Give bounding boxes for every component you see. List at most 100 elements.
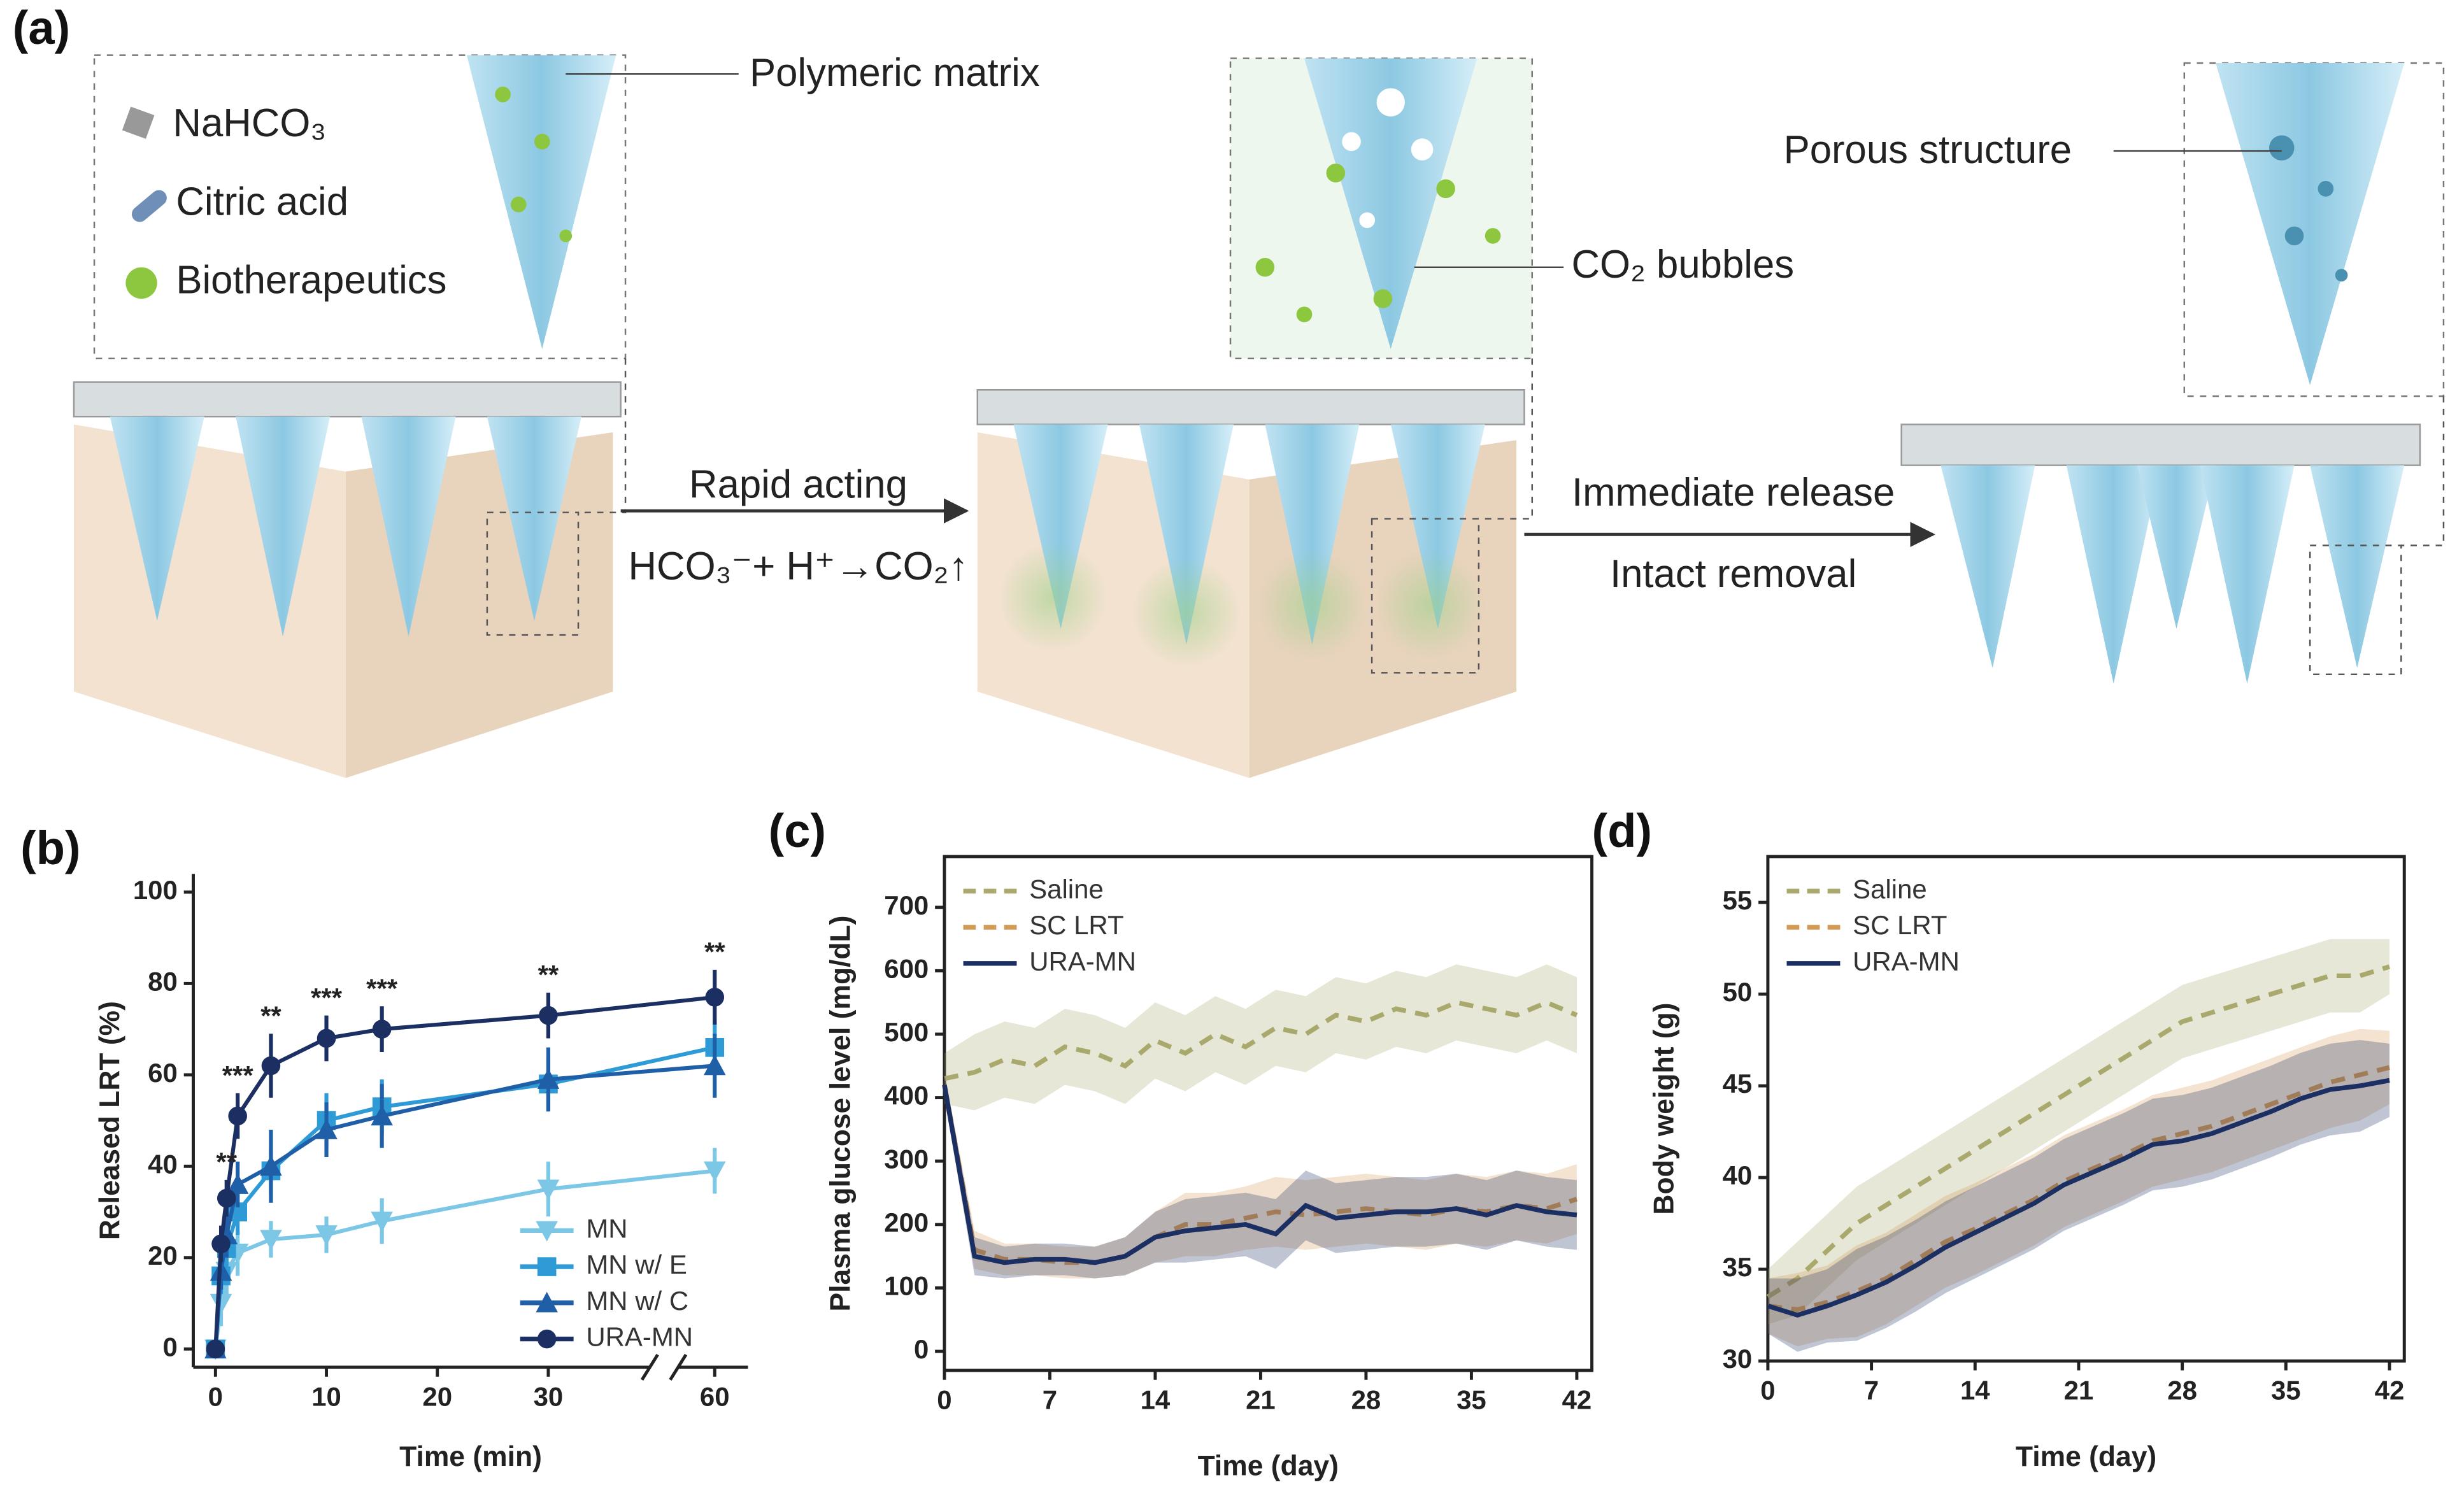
y-tick-label: 500 <box>884 1017 929 1047</box>
label: Immediate release <box>1572 471 1895 515</box>
x-tick-label: 14 <box>1141 1384 1171 1414</box>
point <box>703 1161 726 1182</box>
point <box>210 1293 232 1314</box>
legend-label: MN w/ C <box>586 1286 688 1316</box>
point <box>372 1020 392 1039</box>
legend-label: URA-MN <box>1853 946 1960 976</box>
significance: ** <box>538 960 559 990</box>
legend-label: SC LRT <box>1029 910 1123 940</box>
x-tick-label: 0 <box>937 1384 951 1414</box>
x-axis-title: Time (day) <box>2016 1441 2156 1472</box>
point <box>228 1106 247 1126</box>
legend-label: Saline <box>1029 874 1104 904</box>
label: Porous structure <box>1784 128 2072 172</box>
y-tick-label: 45 <box>1723 1069 1753 1099</box>
x-tick-label: 14 <box>1960 1376 1990 1405</box>
x-tick-label: 60 <box>700 1381 730 1411</box>
point <box>260 1230 282 1251</box>
legend-marker <box>536 1221 558 1242</box>
series-line <box>942 1085 1577 1265</box>
panel-label: (d) <box>1592 804 1653 857</box>
series-line <box>1767 1065 2390 1312</box>
point <box>315 1225 338 1246</box>
y-tick-label: 60 <box>148 1058 178 1088</box>
panel-label: (c) <box>769 804 826 857</box>
point <box>217 1188 236 1208</box>
y-tick-label: 80 <box>148 966 178 996</box>
legend-label: Saline <box>1853 874 1927 904</box>
legend-marker <box>537 1329 557 1349</box>
y-tick-label: 50 <box>1723 977 1753 1007</box>
x-tick-label: 20 <box>422 1381 452 1411</box>
y-tick-label: 100 <box>884 1271 929 1301</box>
point <box>705 988 725 1007</box>
point <box>537 1068 560 1089</box>
y-tick-label: 55 <box>1723 885 1753 915</box>
x-tick-label: 7 <box>1864 1376 1879 1405</box>
x-tick-label: 7 <box>1043 1384 1057 1414</box>
y-tick-label: 30 <box>1723 1344 1753 1374</box>
label: HCO₃⁻+ H⁺→CO₂↑ <box>629 544 969 588</box>
y-axis-title: Body weight (g) <box>1648 1003 1679 1215</box>
x-tick-label: 10 <box>311 1381 341 1411</box>
panel-label: (a) <box>13 1 70 54</box>
y-tick-label: 20 <box>148 1241 178 1270</box>
x-axis-title: Time (min) <box>399 1441 542 1472</box>
point <box>371 1211 393 1232</box>
label: CO₂ bubbles <box>1571 243 1794 287</box>
y-tick-label: 0 <box>162 1332 177 1362</box>
panel-a-art <box>73 54 2445 778</box>
x-tick-label: 35 <box>2271 1376 2301 1405</box>
significance: *** <box>222 1060 254 1090</box>
x-tick-label: 21 <box>2064 1376 2094 1405</box>
y-tick-label: 400 <box>884 1081 929 1111</box>
x-tick-label: 28 <box>1351 1384 1381 1414</box>
significance: ** <box>216 1147 237 1177</box>
label: Polymeric matrix <box>750 51 1040 95</box>
point <box>317 1028 336 1048</box>
y-tick-label: 40 <box>1723 1160 1753 1190</box>
error-band <box>1767 1040 2389 1352</box>
y-tick-label: 600 <box>884 953 929 983</box>
error-band <box>1767 1028 2389 1347</box>
y-tick-label: 100 <box>133 875 178 905</box>
significance: *** <box>311 983 343 1013</box>
legend-marker <box>536 1291 558 1312</box>
x-tick-label: 42 <box>1562 1384 1592 1414</box>
error-band <box>944 964 1577 1111</box>
y-axis-title: Plasma glucose level (mg/dL) <box>825 916 856 1312</box>
point <box>703 1055 726 1076</box>
series-line <box>1767 1078 2390 1318</box>
point <box>315 1118 338 1139</box>
series-line <box>944 1000 1578 1081</box>
legend-marker <box>537 1257 557 1276</box>
point <box>260 1155 282 1176</box>
point <box>226 1173 249 1194</box>
label: Biotherapeutics <box>176 259 446 302</box>
label: NaHCO₃ <box>173 101 326 145</box>
legend-label: URA-MN <box>1029 946 1136 976</box>
axis-break <box>640 1353 659 1381</box>
axis-break <box>669 1353 688 1381</box>
label: Citric acid <box>176 180 348 224</box>
x-tick-label: 42 <box>2375 1376 2405 1405</box>
x-tick-label: 21 <box>1246 1384 1276 1414</box>
x-tick-label: 35 <box>1456 1384 1486 1414</box>
y-tick-label: 200 <box>884 1207 929 1237</box>
point <box>537 1179 560 1200</box>
plot-frame <box>943 855 1594 1372</box>
label: Intact removal <box>1610 552 1856 596</box>
y-tick-label: 0 <box>914 1334 929 1364</box>
point <box>371 1105 393 1126</box>
y-tick-label: 700 <box>884 890 929 920</box>
x-axis-title: Time (day) <box>1198 1451 1339 1482</box>
y-axis-title: Released LRT (%) <box>94 1001 125 1240</box>
legend-label: URA-MN <box>586 1322 693 1352</box>
x-tick-label: 0 <box>208 1381 223 1411</box>
significance: ** <box>260 1001 281 1031</box>
legend-label: MN <box>586 1213 627 1243</box>
y-tick-label: 40 <box>148 1149 178 1179</box>
label: Rapid acting <box>689 462 908 506</box>
